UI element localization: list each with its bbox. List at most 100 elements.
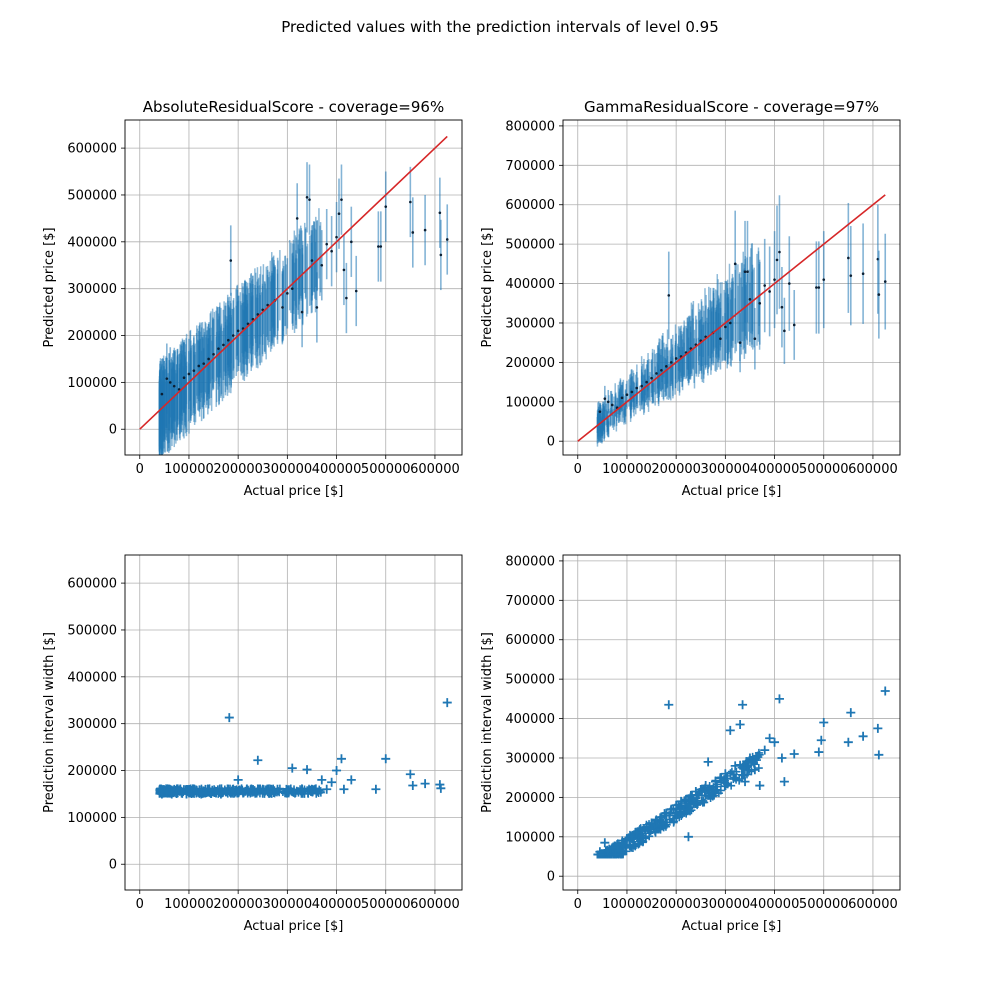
- predicted-point: [305, 196, 309, 199]
- x-tick-label: 300000: [701, 897, 751, 912]
- width-marker: [691, 786, 701, 796]
- y-axis-label: Predicted price [$]: [480, 227, 495, 347]
- y-tick-label: 0: [547, 435, 555, 450]
- x-tick-label: 0: [574, 462, 582, 477]
- width-marker: [617, 838, 627, 848]
- width-marker-texture: [316, 788, 325, 797]
- x-tick-label: 200000: [651, 897, 701, 912]
- predicted-point: [286, 292, 289, 295]
- width-marker: [233, 775, 243, 785]
- predicted-point: [640, 384, 644, 388]
- predicted-point: [620, 396, 624, 400]
- y-tick-label: 500000: [67, 188, 117, 203]
- plot-area: [577, 194, 887, 447]
- predicted-point: [758, 301, 762, 305]
- width-marker: [238, 788, 248, 798]
- predicted-point: [197, 364, 201, 368]
- predicted-point: [610, 403, 614, 407]
- x-tick-label: 500000: [799, 897, 849, 912]
- predicted-point: [768, 290, 771, 293]
- width-marker: [196, 789, 206, 799]
- width-marker: [880, 686, 890, 696]
- width-marker: [647, 818, 657, 828]
- predicted-point: [733, 262, 737, 266]
- width-marker: [816, 735, 826, 745]
- width-marker-texture: [611, 850, 620, 859]
- width-marker: [686, 790, 696, 800]
- panel-bottom-left: 0 100000 200000 300000 400000 500000 600000010…: [42, 554, 463, 934]
- width-marker-texture: [651, 828, 660, 837]
- x-tick-label: 100000: [602, 897, 652, 912]
- width-marker: [755, 781, 765, 791]
- width-marker: [656, 812, 666, 822]
- width-marker: [774, 694, 784, 704]
- predicted-point: [780, 305, 784, 309]
- y-tick-label: 800000: [505, 119, 555, 134]
- x-tick-label: 0: [136, 897, 144, 912]
- width-marker: [814, 747, 824, 757]
- width-marker: [191, 788, 201, 798]
- width-marker: [442, 698, 452, 708]
- predicted-point: [439, 253, 443, 257]
- width-marker: [750, 765, 760, 775]
- predicted-point: [817, 286, 821, 289]
- width-marker: [740, 777, 750, 787]
- width-marker: [696, 785, 706, 794]
- predicted-point: [350, 240, 353, 244]
- width-marker: [317, 775, 327, 785]
- y-tick-label: 600000: [67, 577, 117, 592]
- width-marker: [282, 785, 292, 795]
- width-marker-texture: [203, 784, 212, 793]
- y-axis-label: Prediction interval width [$]: [480, 632, 495, 813]
- panel-title: AbsoluteResidualScore - coverage=96%: [143, 98, 444, 116]
- predicted-point: [340, 198, 343, 201]
- width-marker-texture: [737, 770, 746, 779]
- width-marker: [327, 777, 337, 787]
- predicted-point: [743, 270, 747, 274]
- width-marker-texture: [679, 805, 688, 814]
- width-marker: [661, 808, 671, 818]
- y-tick-label: 0: [547, 870, 555, 885]
- width-marker-texture: [251, 789, 260, 798]
- x-tick-label: 200000: [651, 462, 701, 477]
- x-tick-label: 300000: [263, 897, 313, 912]
- predicted-point: [603, 397, 607, 400]
- width-marker-texture: [639, 834, 648, 843]
- width-marker-texture: [723, 780, 732, 789]
- width-marker: [873, 723, 883, 733]
- predicted-point: [325, 242, 329, 246]
- width-marker: [595, 847, 605, 857]
- x-tick-label: 600000: [848, 897, 898, 912]
- predicted-point: [379, 245, 383, 248]
- axes-frame: [124, 119, 463, 456]
- width-marker: [664, 700, 674, 710]
- y-tick-label: 300000: [505, 751, 555, 766]
- width-marker: [177, 788, 187, 798]
- predicted-point: [883, 280, 887, 283]
- width-marker: [779, 777, 789, 787]
- width-marker-texture: [754, 764, 763, 773]
- predicted-point: [645, 380, 648, 384]
- y-axis-label: Prediction interval width [$]: [42, 632, 57, 813]
- y-tick-label: 600000: [505, 198, 555, 213]
- plot-area: [139, 135, 449, 455]
- x-tick-label: 500000: [361, 897, 411, 912]
- predicted-point: [861, 272, 865, 276]
- width-marker: [703, 757, 713, 767]
- predicted-point: [231, 334, 235, 337]
- x-tick-label: 500000: [361, 462, 411, 477]
- width-marker: [681, 794, 691, 804]
- predicted-point: [310, 259, 314, 262]
- y-axis-label: Predicted price [$]: [42, 227, 57, 347]
- y-tick-label: 500000: [505, 238, 555, 253]
- predicted-point: [337, 212, 341, 216]
- width-marker: [336, 754, 346, 764]
- width-marker: [162, 788, 172, 798]
- predicted-point: [320, 263, 324, 267]
- axes-frame: [562, 554, 901, 891]
- predicted-point: [738, 341, 742, 344]
- axes-frame: [562, 119, 901, 456]
- predicted-point: [330, 249, 333, 253]
- predicted-point: [630, 390, 634, 394]
